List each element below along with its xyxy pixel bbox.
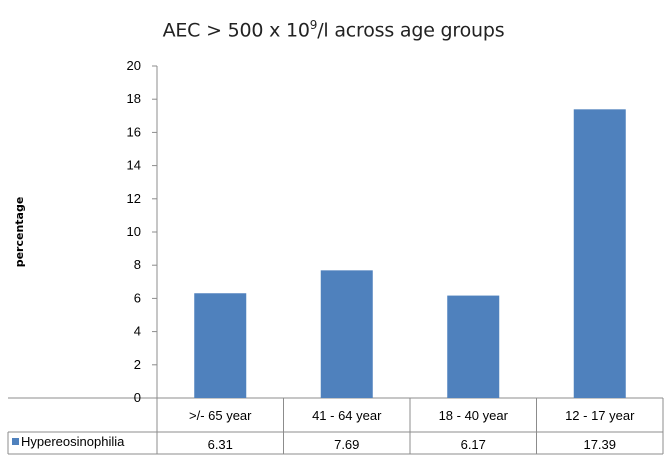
y-tick-label: 4 xyxy=(134,324,141,339)
x-tick-label: 12 - 17 year xyxy=(565,408,635,423)
y-axis-label: percentage xyxy=(13,197,26,268)
x-tick-label: >/- 65 year xyxy=(189,408,252,423)
legend-label: Hypereosinophilia xyxy=(21,434,125,449)
y-tick-label: 0 xyxy=(134,390,141,405)
y-tick-label: 18 xyxy=(127,91,141,106)
bar xyxy=(194,293,247,398)
y-tick-label: 12 xyxy=(127,191,141,206)
y-axis-ticks: 0 2 4 6 8 10 12 14 16 18 20 xyxy=(127,58,157,405)
legend-swatch xyxy=(12,438,19,445)
bar xyxy=(573,109,626,399)
x-tick-label: 41 - 64 year xyxy=(312,408,382,423)
y-tick-label: 14 xyxy=(127,158,141,173)
y-tick-label: 20 xyxy=(127,58,141,73)
data-label: 6.17 xyxy=(461,437,486,452)
bar xyxy=(447,295,500,398)
y-tick-label: 16 xyxy=(127,124,141,139)
data-table: >/- 65 year 41 - 64 year 18 - 40 year 12 - … xyxy=(7,398,664,455)
y-tick-label: 8 xyxy=(134,257,141,272)
y-tick-label: 6 xyxy=(134,290,141,305)
data-label: 6.31 xyxy=(208,437,233,452)
data-label: 7.69 xyxy=(334,437,359,452)
y-tick-label: 10 xyxy=(127,224,141,239)
y-tick-label: 2 xyxy=(134,357,141,372)
chart-title: AEC > 500 x 109/l across age groups xyxy=(162,18,505,42)
bars xyxy=(194,109,626,399)
data-label: 17.39 xyxy=(583,437,616,452)
bar xyxy=(320,270,373,398)
x-tick-label: 18 - 40 year xyxy=(439,408,509,423)
